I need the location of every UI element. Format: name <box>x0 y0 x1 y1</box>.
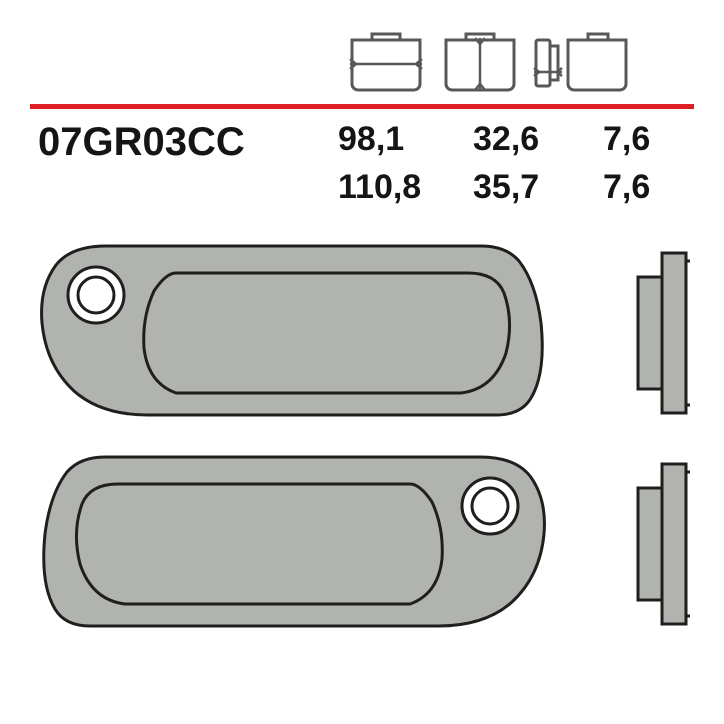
brake-pad-bottom-side <box>634 462 692 633</box>
dim-c-1: 7,6 <box>603 120 683 165</box>
brake-pad-top-side <box>634 251 692 422</box>
header-dimension-icons <box>342 32 636 92</box>
brake-pad-top-front <box>36 243 550 426</box>
spec-row-1: 07GR03CC 98,1 32,6 7,6 <box>38 120 683 165</box>
dim-icon-b <box>436 32 524 92</box>
product-code: 07GR03CC <box>38 120 338 165</box>
dim-a-1: 98,1 <box>338 120 473 165</box>
dim-b-2: 35,7 <box>473 168 603 207</box>
dim-icon-a <box>342 32 430 92</box>
spec-row-2: 110,8 35,7 7,6 <box>38 168 683 207</box>
dim-icon-c <box>530 32 636 92</box>
dim-a-2: 110,8 <box>338 168 473 207</box>
accent-divider <box>30 104 694 109</box>
brake-pad-bottom-front <box>36 454 550 637</box>
dim-c-2: 7,6 <box>603 168 683 207</box>
dim-b-1: 32,6 <box>473 120 603 165</box>
